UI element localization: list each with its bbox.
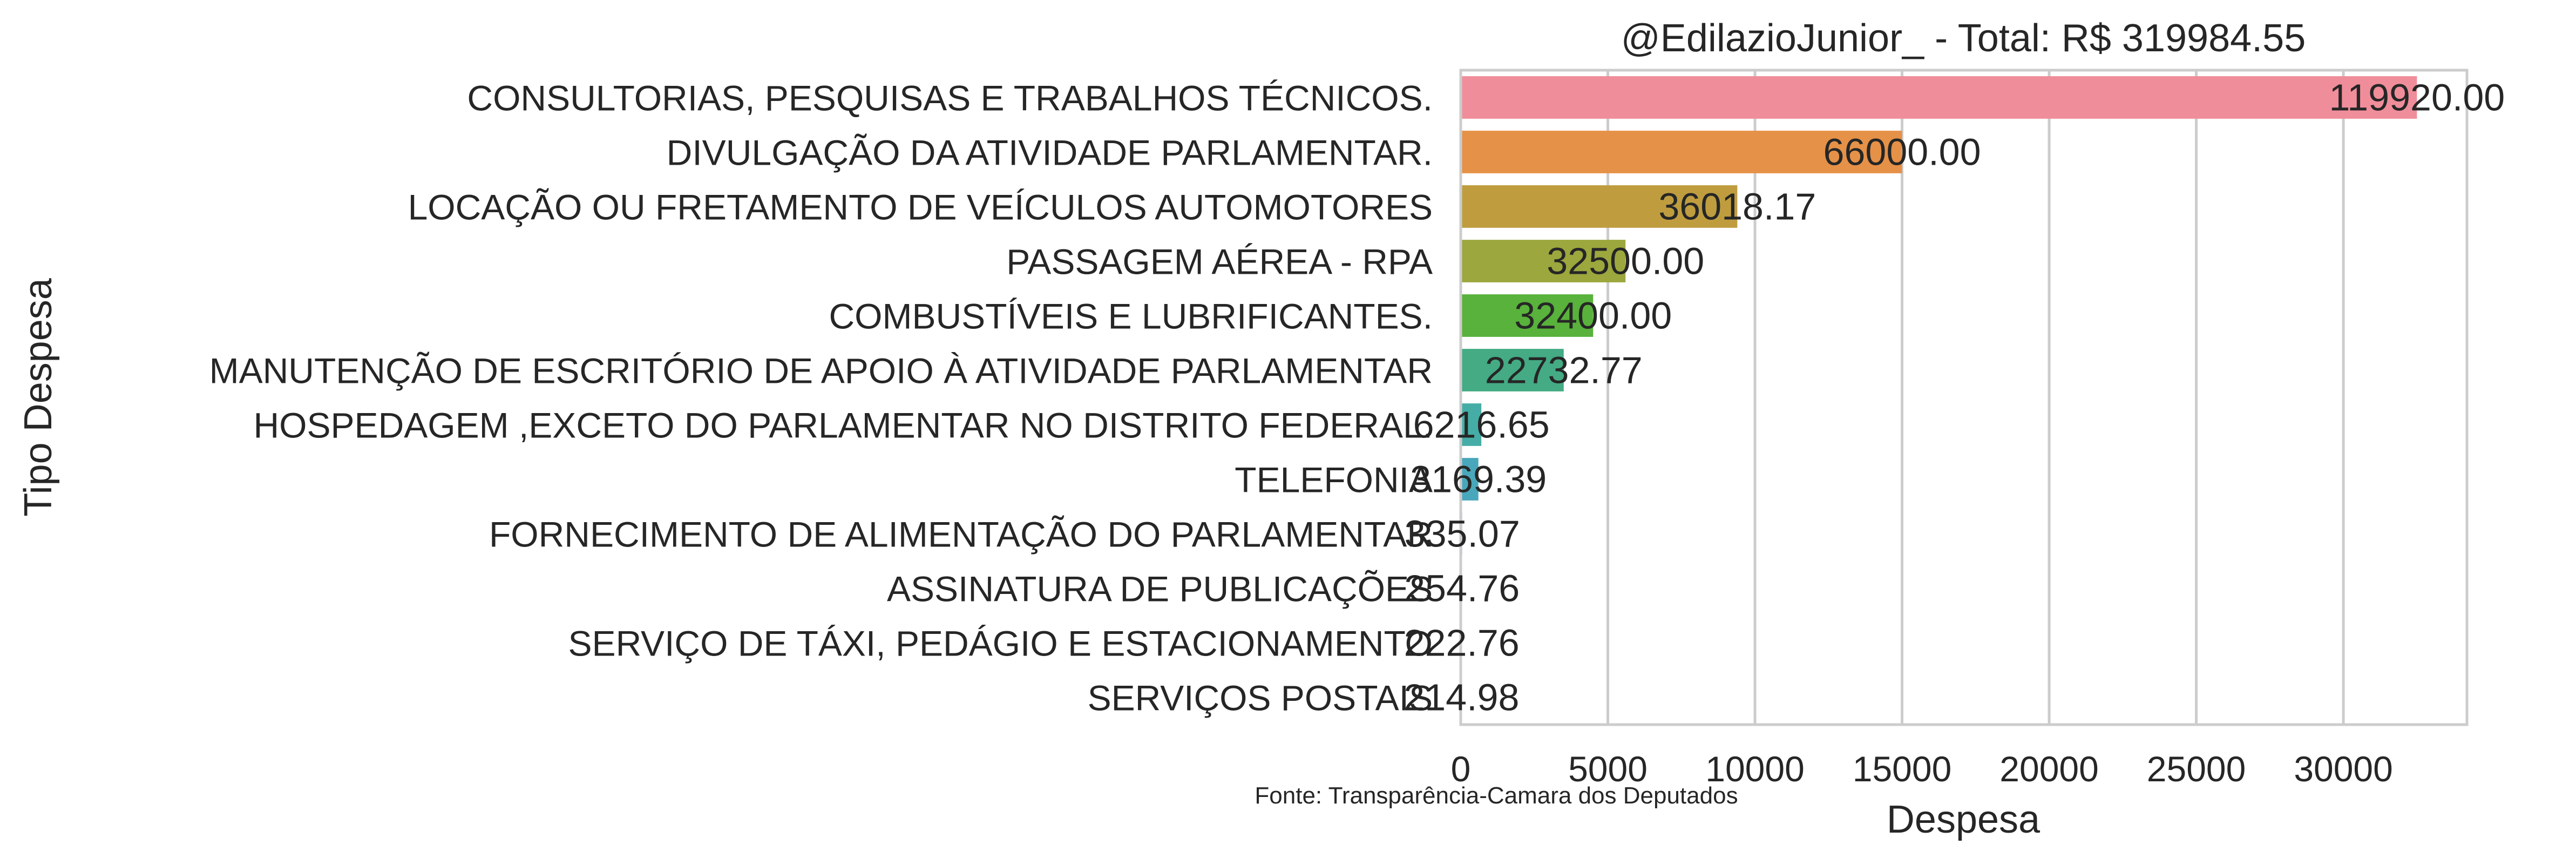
y-tick-label: LOCAÇÃO OU FRETAMENTO DE VEÍCULOS AUTOMO…	[408, 187, 1433, 227]
y-axis-label: Tipo Despesa	[17, 278, 60, 517]
source-note: Fonte: Transparência-Camara dos Deputado…	[1255, 782, 1738, 809]
data-label: 6216.65	[1413, 404, 1550, 446]
y-tick-label: MANUTENÇÃO DE ESCRITÓRIO DE APOIO À ATIV…	[209, 351, 1433, 391]
bar	[1461, 76, 2417, 119]
x-axis-label: Despesa	[1887, 798, 2041, 841]
data-label: 119920.00	[2329, 77, 2505, 119]
bar	[1461, 240, 1626, 282]
bar	[1461, 403, 1482, 446]
data-label: 66000.00	[1823, 131, 1981, 173]
x-tick-label: 10000	[1705, 749, 1805, 789]
plot-frame	[1459, 69, 2469, 726]
y-tick-label: COMBUSTÍVEIS E LUBRIFICANTES.	[829, 296, 1433, 336]
data-label: 32500.00	[1547, 240, 1704, 282]
y-tick-label: ASSINATURA DE PUBLICAÇÕES	[887, 569, 1433, 609]
x-tick-label: 15000	[1853, 749, 1952, 789]
data-label: 214.98	[1404, 677, 1519, 719]
chart-title: @EdilazioJunior_ - Total: R$ 319984.55	[1621, 17, 2306, 60]
x-tick-labels: 0 5000 10000 15000 20000 25000 30000	[1451, 749, 2393, 789]
data-label: 3169.39	[1410, 458, 1547, 501]
y-tick-label: PASSAGEM AÉREA - RPA	[1006, 242, 1433, 282]
y-tick-label: SERVIÇO DE TÁXI, PEDÁGIO E ESTACIONAMENT…	[568, 624, 1433, 664]
bar	[1461, 185, 1738, 228]
y-tick-label: SERVIÇOS POSTAIS	[1088, 678, 1433, 718]
y-tick-labels: CONSULTORIAS, PESQUISAS E TRABALHOS TÉCN…	[209, 78, 1433, 718]
x-tick-label: 20000	[1999, 749, 2099, 789]
data-label: 335.07	[1405, 513, 1520, 555]
grid-lines	[1606, 70, 2345, 725]
bars	[1461, 76, 2417, 719]
data-label: 222.76	[1404, 622, 1520, 664]
x-tick-label: 0	[1451, 749, 1471, 789]
data-label: 32400.00	[1514, 295, 1672, 337]
y-tick-label: FORNECIMENTO DE ALIMENTAÇÃO DO PARLAMENT…	[489, 515, 1433, 555]
y-tick-label: CONSULTORIAS, PESQUISAS E TRABALHOS TÉCN…	[467, 78, 1433, 118]
bar	[1461, 294, 1594, 337]
bar	[1461, 131, 1902, 173]
bar	[1461, 458, 1479, 501]
data-label: 22732.77	[1485, 349, 1643, 391]
x-tick-label: 5000	[1568, 749, 1648, 789]
x-tick-label: 25000	[2147, 749, 2246, 789]
y-tick-label: TELEFONIA	[1235, 460, 1433, 500]
data-label: 254.76	[1404, 567, 1520, 610]
bar	[1461, 349, 1564, 391]
x-tick-label: 30000	[2294, 749, 2393, 789]
data-label: 36018.17	[1658, 186, 1816, 228]
y-tick-label: DIVULGAÇÃO DA ATIVIDADE PARLAMENTAR.	[667, 133, 1433, 173]
y-tick-label: HOSPEDAGEM ,EXCETO DO PARLAMENTAR NO DIS…	[254, 406, 1433, 445]
